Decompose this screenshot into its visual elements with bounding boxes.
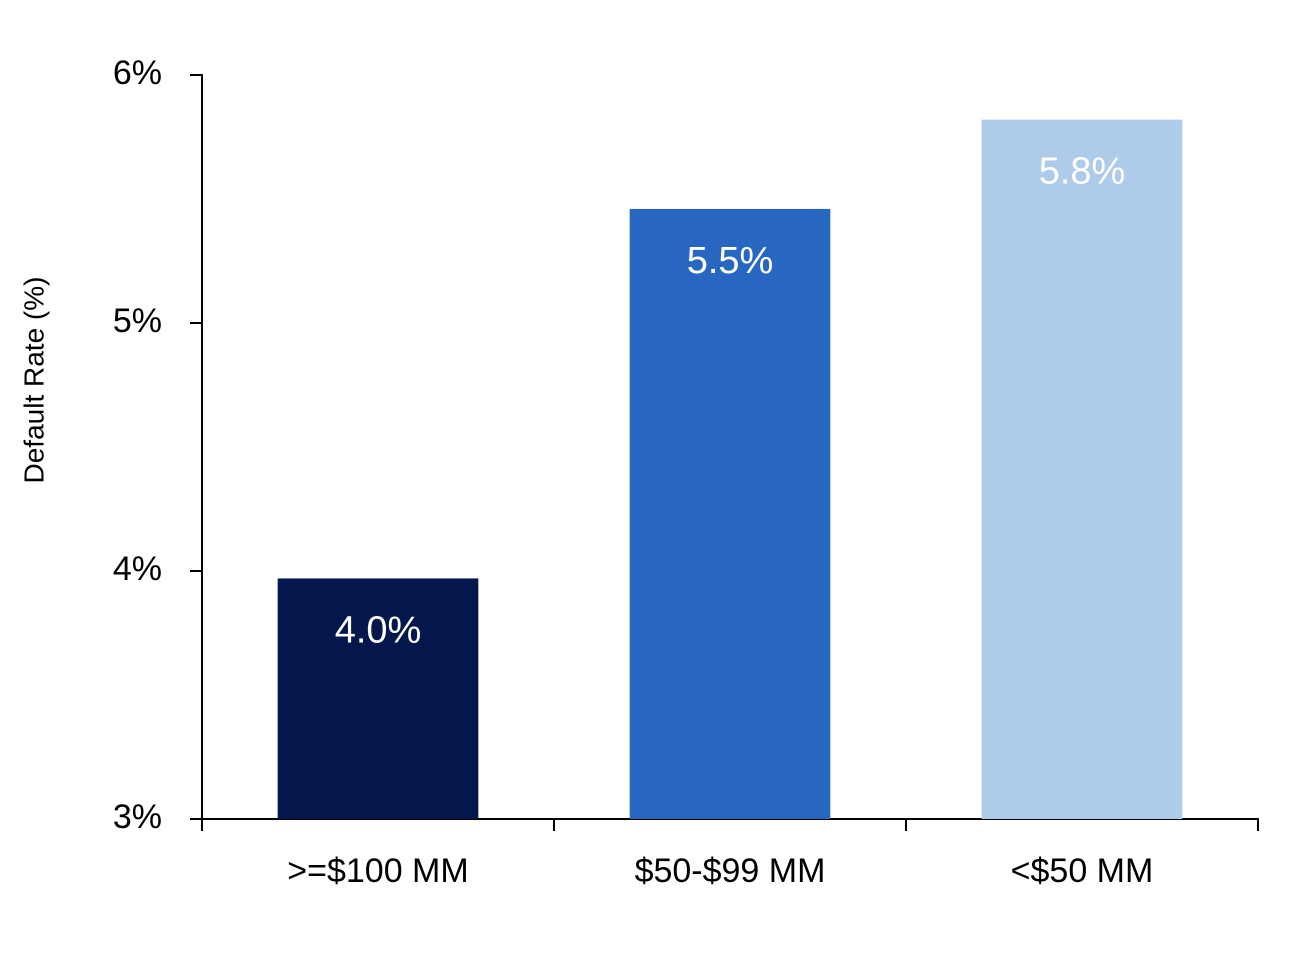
y-axis-title: Default Rate (%) xyxy=(18,277,49,484)
bar xyxy=(629,208,831,820)
x-tick-label: <$50 MM xyxy=(1011,852,1154,890)
y-tick-label: 6% xyxy=(113,54,162,92)
bar xyxy=(981,119,1183,819)
data-label: 5.8% xyxy=(1039,151,1126,193)
data-label: 4.0% xyxy=(335,609,422,651)
x-tick-label: $50-$99 MM xyxy=(635,852,826,890)
y-tick-label: 4% xyxy=(113,550,162,588)
y-tick-label: 3% xyxy=(113,798,162,836)
bar xyxy=(277,578,479,819)
y-tick-label: 5% xyxy=(113,302,162,340)
x-tick-label: >=$100 MM xyxy=(287,852,468,890)
data-label: 5.5% xyxy=(687,240,774,282)
